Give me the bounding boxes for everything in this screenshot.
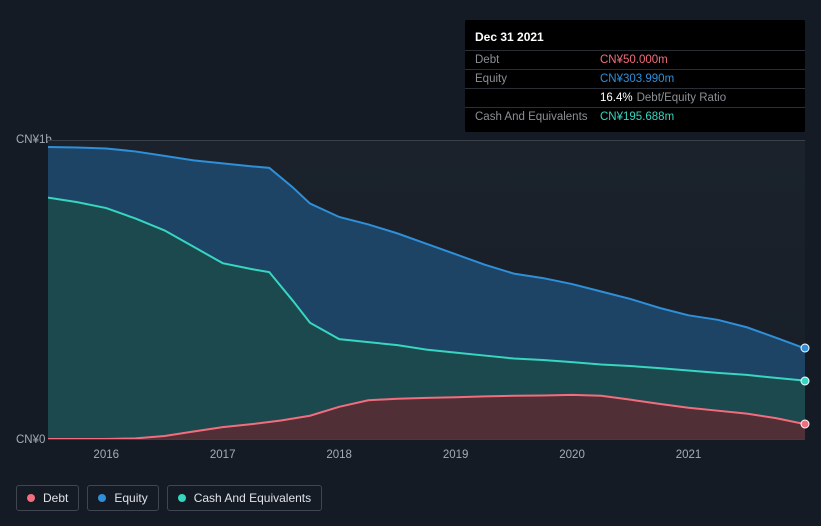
tooltip-row-label: Equity: [475, 73, 600, 85]
legend-swatch: [27, 494, 35, 502]
legend-item[interactable]: Debt: [16, 485, 79, 511]
legend-swatch: [178, 494, 186, 502]
x-tick-label: 2020: [559, 449, 585, 461]
x-tick-label: 2017: [210, 449, 236, 461]
tooltip-row: 16.4% Debt/Equity Ratio: [465, 88, 805, 107]
legend-label: Equity: [114, 491, 147, 505]
tooltip-date: Dec 31 2021: [465, 26, 805, 50]
legend: Debt Equity Cash And Equivalents: [16, 485, 322, 511]
x-tick-label: 2018: [326, 449, 352, 461]
tooltip-row-value: 16.4%: [600, 92, 633, 104]
legend-label: Debt: [43, 491, 68, 505]
x-axis: 2016 2017 2018 2019 2020 2021: [48, 445, 805, 465]
legend-label: Cash And Equivalents: [194, 491, 311, 505]
end-marker: [801, 344, 810, 353]
legend-item[interactable]: Equity: [87, 485, 158, 511]
tooltip-row-label: Debt: [475, 54, 600, 66]
tooltip-row-label: [475, 92, 600, 104]
tooltip-row-label: Cash And Equivalents: [475, 111, 600, 123]
legend-swatch: [98, 494, 106, 502]
tooltip-row-value: CN¥50.000m: [600, 54, 668, 66]
tooltip-row: Cash And EquivalentsCN¥195.688m: [465, 107, 805, 126]
end-marker: [801, 376, 810, 385]
x-tick-label: 2021: [676, 449, 702, 461]
x-tick-label: 2016: [93, 449, 119, 461]
end-marker: [801, 420, 810, 429]
x-tick-label: 2019: [443, 449, 469, 461]
plot-area[interactable]: [48, 140, 805, 440]
tooltip-row-detail: Debt/Equity Ratio: [637, 92, 727, 104]
tooltip-row-value: CN¥303.990m: [600, 73, 674, 85]
tooltip: Dec 31 2021 DebtCN¥50.000mEquityCN¥303.9…: [465, 20, 805, 132]
y-bottom-label: CN¥0: [16, 434, 45, 446]
tooltip-row-value: CN¥195.688m: [600, 111, 674, 123]
legend-item[interactable]: Cash And Equivalents: [167, 485, 322, 511]
tooltip-row: DebtCN¥50.000m: [465, 50, 805, 69]
tooltip-row: EquityCN¥303.990m: [465, 69, 805, 88]
y-top-label: CN¥1b: [16, 134, 52, 146]
